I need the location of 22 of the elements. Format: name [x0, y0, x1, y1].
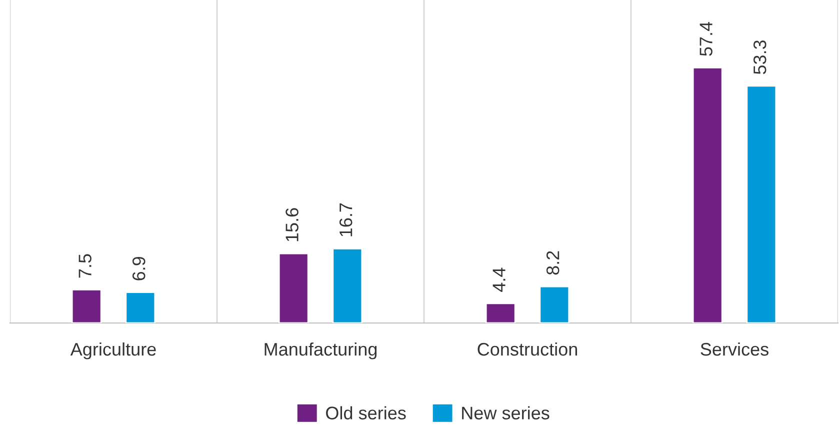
data-label: 8.2: [546, 251, 560, 275]
data-label: 53.3: [753, 40, 766, 74]
bar: [746, 85, 777, 323]
x-tick-label: Services: [700, 342, 768, 356]
data-label: 6.9: [132, 256, 146, 280]
bar: [71, 288, 102, 323]
x-tick-label: Agriculture: [70, 342, 156, 360]
bar: [692, 66, 723, 323]
data-label: 16.7: [339, 203, 352, 236]
bar: [485, 302, 516, 323]
data-label: 4.4: [492, 268, 506, 292]
data-label: 57.4: [700, 22, 712, 56]
data-label: 15.6: [286, 208, 298, 242]
x-tick-label: Construction: [478, 342, 578, 356]
legend-label: New series: [462, 406, 550, 420]
bar: [539, 286, 570, 323]
x-tick-label: Manufacturing: [264, 342, 377, 360]
legend-label: Old series: [326, 406, 406, 420]
bar: [332, 248, 363, 323]
bar: [125, 292, 156, 323]
bar: [278, 252, 309, 323]
data-label: 7.5: [78, 254, 92, 278]
